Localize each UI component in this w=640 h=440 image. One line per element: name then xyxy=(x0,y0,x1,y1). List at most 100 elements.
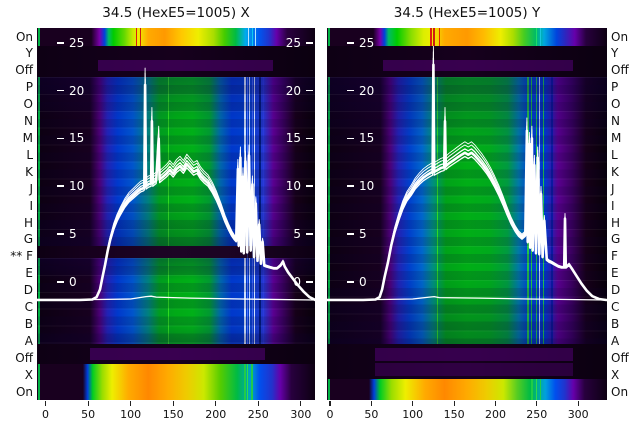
row-label-right: M xyxy=(611,130,622,145)
heatmap-vertical-stripe xyxy=(328,77,331,344)
y-tick-mark xyxy=(347,233,354,235)
heatmap-vertical-stripe xyxy=(251,28,254,46)
heatmap-vertical-stripe xyxy=(251,364,253,400)
row-label-right: On xyxy=(611,29,629,44)
y-tick-mark xyxy=(306,137,313,140)
heatmap-vertical-stripe xyxy=(551,77,553,344)
row-label-right: P xyxy=(611,80,619,95)
heatmap-vertical-stripe xyxy=(262,257,265,344)
heatmap-band-rainbow xyxy=(37,364,315,400)
heatmap-vertical-stripe xyxy=(539,28,542,46)
row-label-right: O xyxy=(611,97,621,112)
y-tick-value: 5 xyxy=(69,227,77,241)
heatmap-band-dark xyxy=(327,344,607,379)
heatmap-vertical-stripe xyxy=(38,364,41,400)
baseline-trace xyxy=(327,295,607,301)
x-axis-tick xyxy=(130,401,132,406)
x-tick-label: 300 xyxy=(290,408,312,421)
x-axis-tick xyxy=(412,401,414,406)
y-tick-value: 5 xyxy=(293,227,301,241)
y-tick-label-left: 20 xyxy=(347,85,374,97)
y-tick-value: 0 xyxy=(293,274,301,289)
heatmap-vertical-stripe xyxy=(259,257,262,344)
panel-y-heatmap: 25 20 15 10 5 0 xyxy=(327,28,607,400)
heatmap-vertical-stripe xyxy=(244,364,246,400)
row-label-right: B xyxy=(611,316,620,331)
heatmap-vertical-stripe xyxy=(38,77,41,246)
profile-curves xyxy=(327,45,607,302)
y-tick-value: 20 xyxy=(69,83,85,98)
heatmap-vertical-stripe xyxy=(535,379,537,400)
y-tick-value: 15 xyxy=(359,131,375,146)
row-label-left: K xyxy=(25,164,33,179)
heatmap-vertical-stripe xyxy=(248,28,250,46)
y-tick-mark xyxy=(347,137,354,140)
row-label-left: E xyxy=(25,266,33,281)
profile-trace xyxy=(327,70,607,301)
row-label-right: G xyxy=(611,232,621,247)
profile-curves xyxy=(37,67,315,302)
row-label-left: H xyxy=(23,215,33,230)
heatmap-vertical-stripe xyxy=(248,257,250,344)
x-tick-label: 50 xyxy=(81,408,96,421)
x-axis-tick xyxy=(494,401,497,406)
x-axis-tick xyxy=(453,401,455,406)
y-tick-value: 10 xyxy=(359,179,375,194)
row-label-right: L xyxy=(611,147,618,162)
heatmap-vertical-stripe xyxy=(254,77,256,246)
y-tick-label-left: 0 xyxy=(57,276,77,288)
row-label-right: I xyxy=(611,198,615,213)
row-label-left: X xyxy=(24,367,33,382)
profile-trace xyxy=(37,67,315,301)
y-tick-value: 10 xyxy=(69,179,85,194)
x-tick-label: 200 xyxy=(205,408,227,421)
y-tick-label-right: 25 xyxy=(286,37,313,49)
row-label-right: J xyxy=(611,181,615,196)
x-tick-label: 0 xyxy=(42,408,49,421)
y-tick-value: 20 xyxy=(359,83,375,98)
row-label-right: Off xyxy=(611,350,629,365)
heatmap-vertical-stripe xyxy=(255,28,257,46)
x-tick-label: 150 xyxy=(162,408,184,421)
row-label-left: I xyxy=(29,198,33,213)
heatmap-vertical-stripe xyxy=(430,28,432,46)
row-label-left: Off xyxy=(15,63,33,78)
y-tick-mark xyxy=(306,42,313,44)
heatmap-inner-strip xyxy=(383,60,574,71)
y-tick-mark xyxy=(57,281,64,283)
y-tick-label-left: 25 xyxy=(57,37,84,49)
x-tick-label: 150 xyxy=(443,408,465,421)
y-tick-mark xyxy=(347,89,354,92)
heatmap-vertical-stripe xyxy=(259,77,262,246)
row-label-left: Off xyxy=(15,350,33,365)
y-tick-label-left: 20 xyxy=(57,85,84,97)
y-tick-value: 25 xyxy=(285,35,301,50)
heatmap-vertical-stripe xyxy=(247,364,249,400)
row-label-left: M xyxy=(22,130,33,145)
heatmap-band-dark xyxy=(327,46,607,77)
y-tick-mark xyxy=(57,185,64,187)
heatmap-band-rainbow xyxy=(327,379,607,400)
y-tick-mark xyxy=(306,89,313,92)
y-tick-label-left: 15 xyxy=(347,132,374,144)
row-labels-right-column: On Y Off P O N M L K J I H G F E D C B A Off X On xyxy=(611,0,640,440)
row-label-left: J xyxy=(29,181,33,196)
row-label-right: Off xyxy=(611,63,629,78)
x-tick-label: 300 xyxy=(567,408,589,421)
x-tick-label: 250 xyxy=(526,408,548,421)
heatmap-vertical-stripe xyxy=(262,77,265,246)
row-label-left: P xyxy=(25,80,33,95)
row-label-left: ** F xyxy=(10,249,33,264)
row-label-right: N xyxy=(611,114,620,128)
heatmap-band-rainbow xyxy=(37,28,315,46)
y-tick-value: 15 xyxy=(69,131,85,146)
heatmap-inner-strip xyxy=(374,347,574,361)
heatmap-band-rainbow xyxy=(327,28,607,46)
y-tick-label-left: 10 xyxy=(347,180,374,192)
heatmap-band-dark xyxy=(37,46,315,77)
y-tick-mark xyxy=(347,281,354,283)
y-tick-label-right: 10 xyxy=(286,180,313,192)
row-label-right: E xyxy=(611,266,619,281)
y-tick-mark xyxy=(306,281,313,283)
